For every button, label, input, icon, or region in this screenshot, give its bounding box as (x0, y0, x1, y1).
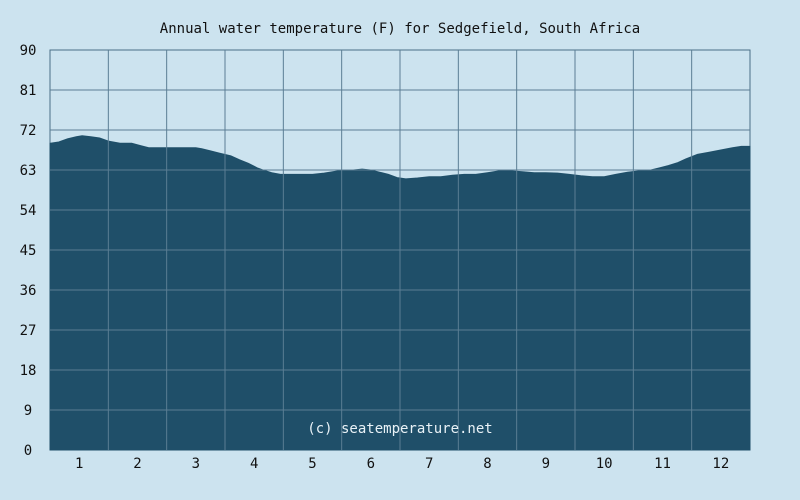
y-tick-label: 45 (20, 243, 37, 259)
y-tick-label: 54 (20, 203, 37, 219)
y-tick-label: 9 (24, 403, 32, 419)
x-tick-label: 4 (250, 456, 258, 472)
x-tick-label: 10 (596, 456, 613, 472)
y-tick-label: 36 (20, 283, 37, 299)
x-tick-label: 5 (308, 456, 316, 472)
grid (50, 50, 750, 450)
x-tick-label: 1 (75, 456, 83, 472)
x-tick-label: 3 (192, 456, 200, 472)
x-tick-label: 11 (654, 456, 671, 472)
y-tick-label: 0 (24, 443, 32, 459)
y-tick-label: 72 (20, 123, 37, 139)
y-tick-label: 18 (20, 363, 37, 379)
y-tick-label: 27 (20, 323, 37, 339)
x-tick-label: 9 (542, 456, 550, 472)
y-tick-label: 81 (20, 83, 37, 99)
x-tick-label: 7 (425, 456, 433, 472)
x-axis-ticks: 1 2 3 4 5 6 7 8 9 10 11 12 (75, 456, 729, 472)
y-tick-label: 63 (20, 163, 37, 179)
y-tick-label: 90 (20, 43, 37, 59)
x-tick-label: 6 (367, 456, 375, 472)
y-axis-ticks: 0 9 18 27 36 45 54 63 72 81 90 (20, 43, 37, 459)
x-tick-label: 2 (133, 456, 141, 472)
x-tick-label: 12 (712, 456, 729, 472)
watermark: (c) seatemperature.net (307, 421, 492, 437)
x-tick-label: 8 (483, 456, 491, 472)
chart-title: Annual water temperature (F) for Sedgefi… (160, 21, 640, 37)
